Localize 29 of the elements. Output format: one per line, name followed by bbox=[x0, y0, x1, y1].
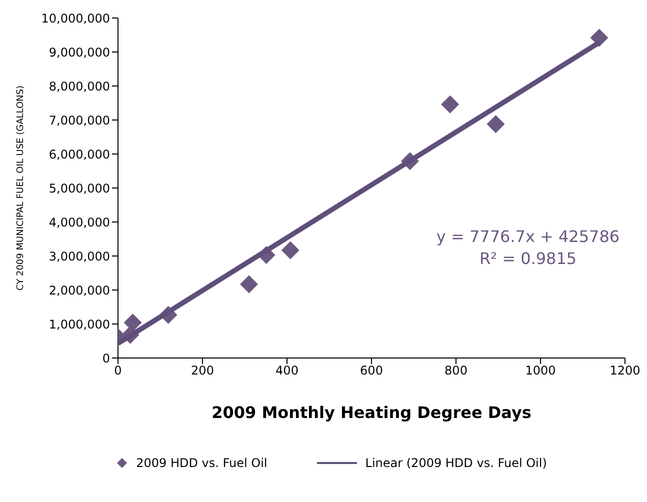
y-tick-label: 10,000,000 bbox=[41, 11, 110, 26]
point bbox=[590, 28, 608, 47]
x-tick-label: 800 bbox=[444, 364, 468, 378]
x-tick-label: 0 bbox=[114, 364, 122, 378]
y-tick-label: 2,000,000 bbox=[48, 283, 110, 298]
legend-label: Linear (2009 HDD vs. Fuel Oil) bbox=[365, 456, 547, 470]
y-tick-label: 8,000,000 bbox=[48, 79, 110, 94]
y-tick-label: 4,000,000 bbox=[48, 215, 110, 230]
y-tick-label: 0 bbox=[102, 351, 110, 366]
point bbox=[281, 241, 300, 260]
y-tick-label: 3,000,000 bbox=[48, 249, 110, 264]
point bbox=[240, 275, 258, 294]
x-tick-label: 1200 bbox=[610, 364, 640, 378]
annotation: y = 7776.7x + 425786 bbox=[435, 226, 621, 248]
y-tick-label: 1,000,000 bbox=[48, 317, 110, 332]
point bbox=[486, 115, 505, 134]
y-tick-label: 9,000,000 bbox=[48, 45, 110, 60]
y-axis-title: CY 2009 MUNICIPAL FUEL OIL USE (GALLONS) bbox=[16, 86, 26, 290]
x-tick-label: 600 bbox=[360, 364, 383, 378]
legend-label: 2009 HDD vs. Fuel Oil bbox=[136, 456, 268, 470]
annotation: R² = 0.9815 bbox=[478, 248, 578, 270]
point bbox=[441, 95, 460, 114]
y-tick-label: 6,000,000 bbox=[48, 147, 110, 162]
x-tick-label: 1000 bbox=[525, 364, 556, 378]
y-tick-label: 5,000,000 bbox=[48, 181, 110, 196]
x-tick-label: 200 bbox=[191, 364, 214, 378]
x-axis-title: 2009 Monthly Heating Degree Days bbox=[212, 403, 532, 422]
x-tick-label: 400 bbox=[276, 364, 298, 378]
y-tick-label: 7,000,000 bbox=[48, 113, 110, 128]
